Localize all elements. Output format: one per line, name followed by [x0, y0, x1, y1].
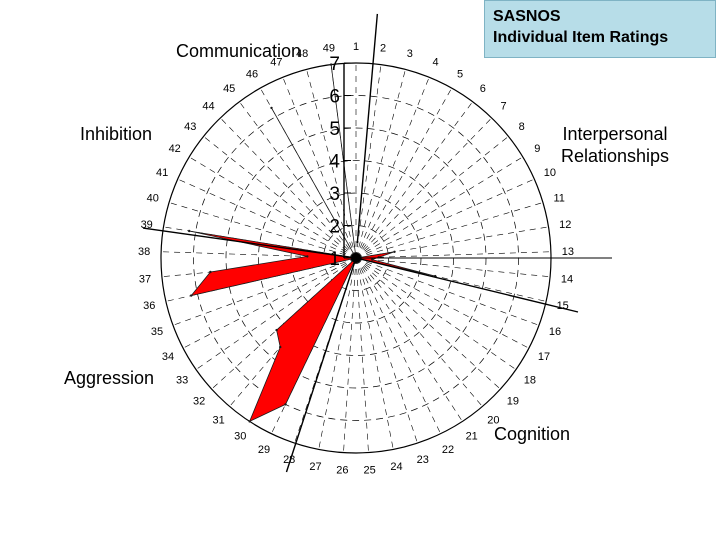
category-label: 39 — [141, 219, 153, 231]
category-label: 37 — [139, 273, 151, 285]
data-point — [393, 250, 396, 253]
category-label: 34 — [162, 351, 174, 363]
data-point — [371, 258, 374, 261]
data-point — [275, 328, 278, 332]
category-label: 11 — [553, 193, 564, 205]
category-label: 4 — [433, 57, 439, 69]
chart-title-box: SASNOS Individual Item Ratings — [484, 0, 716, 58]
category-label: 30 — [234, 431, 246, 443]
grid-spoke — [355, 257, 517, 370]
data-point — [329, 63, 333, 66]
category-label: 27 — [309, 461, 321, 473]
domain-divider — [356, 13, 379, 244]
category-label: 22 — [442, 444, 454, 456]
category-label: 48 — [296, 48, 308, 60]
grid-spoke — [355, 64, 382, 259]
category-label: 20 — [487, 414, 499, 426]
category-label: 24 — [390, 461, 402, 473]
category-label: 21 — [466, 431, 478, 443]
series-area — [188, 64, 436, 422]
grid-spoke — [355, 257, 551, 278]
domain-label-inhibition: Inhibition — [80, 124, 153, 144]
domain-label-aggression: Aggression — [64, 368, 155, 388]
grid-spoke — [168, 202, 357, 259]
category-label: 1 — [353, 41, 359, 53]
domain-label-communication: Communication — [176, 41, 302, 61]
domain-divider — [285, 257, 357, 473]
radial-tick-label: 7 — [329, 54, 340, 75]
category-label: 41 — [156, 167, 168, 179]
domain-label-interpersonal-line-1: Interpersonal — [562, 124, 668, 144]
radial-tick-label: 3 — [329, 184, 340, 205]
category-label: 32 — [193, 396, 205, 408]
data-point — [248, 420, 251, 423]
category-label: 40 — [147, 193, 159, 205]
category-label: 13 — [562, 246, 574, 258]
category-label: 46 — [246, 68, 258, 80]
domain-label-interpersonal: Interpersonal Relationships — [540, 123, 690, 167]
grid-spoke — [355, 202, 544, 259]
category-label: 17 — [538, 351, 550, 363]
category-label: 38 — [138, 246, 150, 258]
category-label: 15 — [557, 300, 569, 312]
category-label: 6 — [480, 83, 486, 95]
chart-title-line-1: SASNOS — [493, 8, 561, 25]
category-label: 16 — [549, 326, 561, 338]
category-label: 25 — [363, 465, 375, 477]
category-label: 9 — [534, 143, 540, 155]
category-label: 19 — [507, 396, 519, 408]
category-label: 8 — [519, 121, 525, 133]
domain-divider — [355, 257, 579, 313]
category-label: 45 — [223, 83, 235, 95]
category-label: 28 — [283, 454, 295, 466]
radial-tick-label: 5 — [329, 119, 340, 140]
domain-label-cognition: Cognition — [494, 424, 571, 444]
category-label: 49 — [323, 43, 335, 55]
category-label: 23 — [417, 454, 429, 466]
category-label: 14 — [561, 273, 573, 285]
category-label: 31 — [212, 414, 224, 426]
chart-title-line-2: Individual Item Ratings — [493, 29, 669, 46]
category-label: 44 — [202, 101, 214, 113]
data-point — [306, 255, 309, 258]
grid-spoke — [355, 257, 540, 326]
category-label: 3 — [407, 48, 413, 60]
radial-tick-label: 4 — [329, 152, 340, 173]
category-label: 47 — [270, 57, 282, 69]
category-label: 5 — [457, 68, 463, 80]
category-label: 36 — [143, 300, 155, 312]
category-label: 7 — [500, 101, 506, 113]
data-point — [209, 270, 212, 274]
category-label: 43 — [184, 121, 196, 133]
domain-divider — [142, 227, 357, 259]
category-label: 42 — [169, 143, 181, 155]
radial-tick-label: 1 — [329, 249, 340, 270]
radial-tick-label: 6 — [329, 87, 340, 108]
category-label: 18 — [524, 374, 536, 386]
category-label: 35 — [151, 326, 163, 338]
data-point — [188, 229, 191, 233]
category-label: 12 — [559, 219, 571, 231]
radial-tick-label: 2 — [329, 217, 340, 238]
category-label: 10 — [544, 167, 556, 179]
data-point — [284, 403, 287, 406]
domain-label-interpersonal-line-2: Relationships — [560, 146, 670, 166]
category-label: 29 — [258, 444, 270, 456]
grid-spoke — [355, 257, 530, 349]
data-point — [190, 294, 193, 297]
data-point — [270, 106, 273, 110]
category-label: 2 — [380, 43, 386, 55]
data-point — [279, 345, 282, 349]
category-label: 33 — [176, 374, 188, 386]
category-label: 26 — [336, 465, 348, 477]
center-marker — [351, 253, 361, 263]
